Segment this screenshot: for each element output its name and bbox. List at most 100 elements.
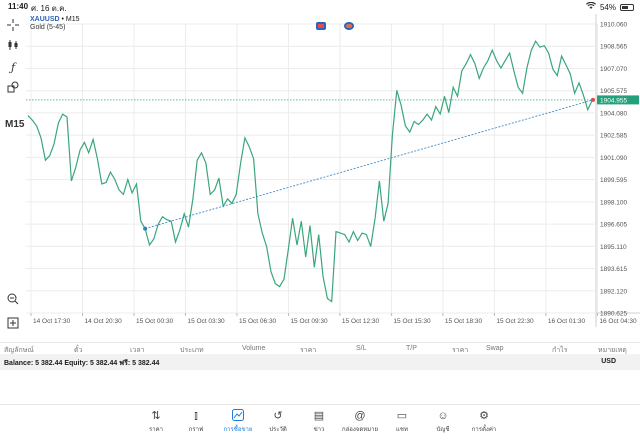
clock: 11:40 bbox=[8, 2, 29, 11]
tab-history[interactable]: ↺ ประวัติ bbox=[258, 409, 298, 434]
quotes-icon: ⇅ bbox=[151, 410, 161, 422]
column-header[interactable]: ราคา bbox=[452, 347, 469, 354]
current-price-tag: 1904.955 bbox=[597, 95, 639, 105]
column-header[interactable]: Swap bbox=[486, 345, 504, 352]
y-tick-label: 1893.615 bbox=[600, 266, 627, 273]
chat-icon: ▭ bbox=[396, 410, 408, 422]
symbol-suffix: • M15 bbox=[59, 16, 80, 23]
account-icon: ☺ bbox=[437, 410, 449, 422]
trade-icon bbox=[218, 409, 258, 423]
tab-chat[interactable]: ▭ แชท bbox=[382, 409, 422, 434]
column-header[interactable]: หมายเหตุ bbox=[598, 347, 627, 354]
symbol-name: XAUUSD bbox=[30, 16, 60, 23]
tab-news[interactable]: ▤ ข่าว bbox=[299, 409, 339, 434]
add-chart-icon[interactable] bbox=[4, 314, 22, 332]
x-tick-label: 15 Oct 22:30 bbox=[496, 318, 534, 325]
column-header[interactable]: S/L bbox=[356, 345, 367, 352]
y-tick-label: 1898.100 bbox=[600, 199, 627, 206]
y-tick-label: 1902.585 bbox=[600, 133, 627, 140]
tab-label: ราคา bbox=[149, 427, 163, 433]
column-header[interactable]: สัญลักษณ์ bbox=[4, 347, 34, 354]
y-tick-label: 1904.080 bbox=[600, 110, 627, 117]
balance-text: Balance: 5 382.44 Equity: 5 382.44 ฟรี: … bbox=[4, 360, 160, 367]
tab-label: การซื้อขาย bbox=[223, 427, 253, 433]
buy-icon[interactable] bbox=[344, 22, 354, 30]
x-tick-label: 15 Oct 00:30 bbox=[136, 318, 174, 325]
candles-icon: ⫾ bbox=[194, 410, 198, 422]
column-header[interactable]: T/P bbox=[406, 345, 417, 352]
y-tick-label: 1895.110 bbox=[600, 244, 627, 251]
y-tick-label: 1899.595 bbox=[600, 177, 627, 184]
sell-icon[interactable] bbox=[316, 22, 326, 30]
status-bar: 11:40 ศ. 16 ต.ค. 54% bbox=[0, 0, 640, 14]
x-tick-label: 16 Oct 01:30 bbox=[548, 318, 586, 325]
y-tick-label: 1907.070 bbox=[600, 66, 627, 73]
chart-toolbar: ƒ M15 bbox=[0, 14, 26, 330]
mail-icon: @ bbox=[354, 410, 366, 422]
y-tick-label: 1892.120 bbox=[600, 288, 627, 295]
y-tick-label: 1905.575 bbox=[600, 88, 627, 95]
x-tick-label: 15 Oct 15:30 bbox=[393, 318, 431, 325]
x-tick-label: 14 Oct 17:30 bbox=[33, 318, 71, 325]
positions-header: สัญลักษณ์ ตั๋ว เวลา ประเภท Volume ราคา S/L T/P ร… bbox=[0, 342, 640, 354]
price-chart[interactable]: 1910.060 1908.565 1907.070 1905.575 1904.080… bbox=[26, 14, 640, 342]
history-icon: ↺ bbox=[273, 410, 283, 422]
chart-canvas[interactable]: 1910.060 1908.565 1907.070 1905.575 1904.080… bbox=[26, 14, 640, 342]
account-summary: Balance: 5 382.44 Equity: 5 382.44 ฟรี: … bbox=[0, 354, 640, 370]
y-tick-label: 1896.605 bbox=[600, 222, 627, 229]
x-tick-label: 16 Oct 04:30 bbox=[599, 318, 637, 325]
news-icon: ▤ bbox=[313, 410, 325, 422]
settings-icon: ⚙ bbox=[479, 410, 489, 422]
tab-label: ประวัติ bbox=[269, 427, 287, 433]
status-right: 54% bbox=[585, 1, 634, 12]
indicators-icon[interactable] bbox=[4, 36, 22, 54]
tab-label: กล่องจดหมาย bbox=[341, 427, 379, 433]
price-tag-bg bbox=[597, 95, 639, 105]
objects-icon[interactable] bbox=[4, 78, 22, 96]
y-tick-label: 1910.060 bbox=[600, 22, 627, 29]
trendline bbox=[145, 99, 594, 229]
zoom-icon[interactable] bbox=[4, 290, 22, 308]
tab-candles[interactable]: ⫾ กราฟ bbox=[176, 409, 216, 434]
bottom-tab-bar: ⇅ ราคา ⫾ กราฟ การซื้อขาย ↺ ประวัติ ▤ ข่าว @ กล่องจ… bbox=[0, 404, 640, 447]
column-header[interactable]: ราคา bbox=[300, 347, 317, 354]
tab-trade[interactable]: การซื้อขาย bbox=[218, 409, 258, 434]
battery-percent: 54% bbox=[599, 2, 616, 12]
tab-account[interactable]: ☺ บัญชี bbox=[423, 409, 463, 434]
x-tick-label: 15 Oct 09:30 bbox=[290, 318, 328, 325]
column-header[interactable]: Volume bbox=[242, 345, 266, 352]
x-tick-label: 15 Oct 06:30 bbox=[239, 318, 277, 325]
x-tick-label: 14 Oct 20:30 bbox=[84, 318, 122, 325]
timeframe-label[interactable]: M15 bbox=[5, 119, 25, 130]
x-tick-label: 15 Oct 12:30 bbox=[342, 318, 380, 325]
tab-label: แชท bbox=[396, 427, 408, 433]
crosshair-icon[interactable] bbox=[4, 16, 22, 34]
column-header[interactable]: เวลา bbox=[130, 347, 145, 354]
y-tick-label: 1908.565 bbox=[600, 44, 627, 51]
column-header[interactable]: ตั๋ว bbox=[74, 347, 83, 354]
date: ศ. 16 ต.ค. bbox=[31, 4, 67, 13]
chart-title: XAUUSD • M15 bbox=[30, 16, 80, 23]
trendline-end-point bbox=[591, 97, 595, 102]
price-series-line bbox=[27, 40, 593, 303]
tab-label: ข่าว bbox=[313, 427, 325, 433]
x-tick-label: 15 Oct 03:30 bbox=[187, 318, 225, 325]
tab-settings[interactable]: ⚙ การตั้งค่า bbox=[464, 409, 504, 434]
y-tick-label: 1890.625 bbox=[600, 311, 627, 318]
trendline-start-point bbox=[143, 226, 148, 231]
chart-subtitle: Gold (5-45) bbox=[30, 24, 66, 31]
x-tick-label: 15 Oct 18:30 bbox=[445, 318, 483, 325]
y-tick-label: 1901.090 bbox=[600, 155, 627, 162]
column-header[interactable]: กำไร bbox=[552, 347, 568, 354]
column-header[interactable]: ประเภท bbox=[180, 347, 204, 354]
function-icon[interactable]: ƒ bbox=[10, 60, 16, 74]
account-currency: USD bbox=[601, 358, 616, 365]
price-tag-label: 1904.955 bbox=[600, 97, 627, 104]
wifi-icon bbox=[585, 1, 596, 12]
battery-icon bbox=[620, 3, 634, 11]
one-click-trading bbox=[316, 22, 354, 30]
tab-quotes[interactable]: ⇅ ราคา bbox=[136, 409, 176, 434]
tab-label: บัญชี bbox=[436, 427, 450, 433]
tab-label: การตั้งค่า bbox=[471, 427, 497, 433]
tab-mail[interactable]: @ กล่องจดหมาย bbox=[340, 409, 380, 434]
